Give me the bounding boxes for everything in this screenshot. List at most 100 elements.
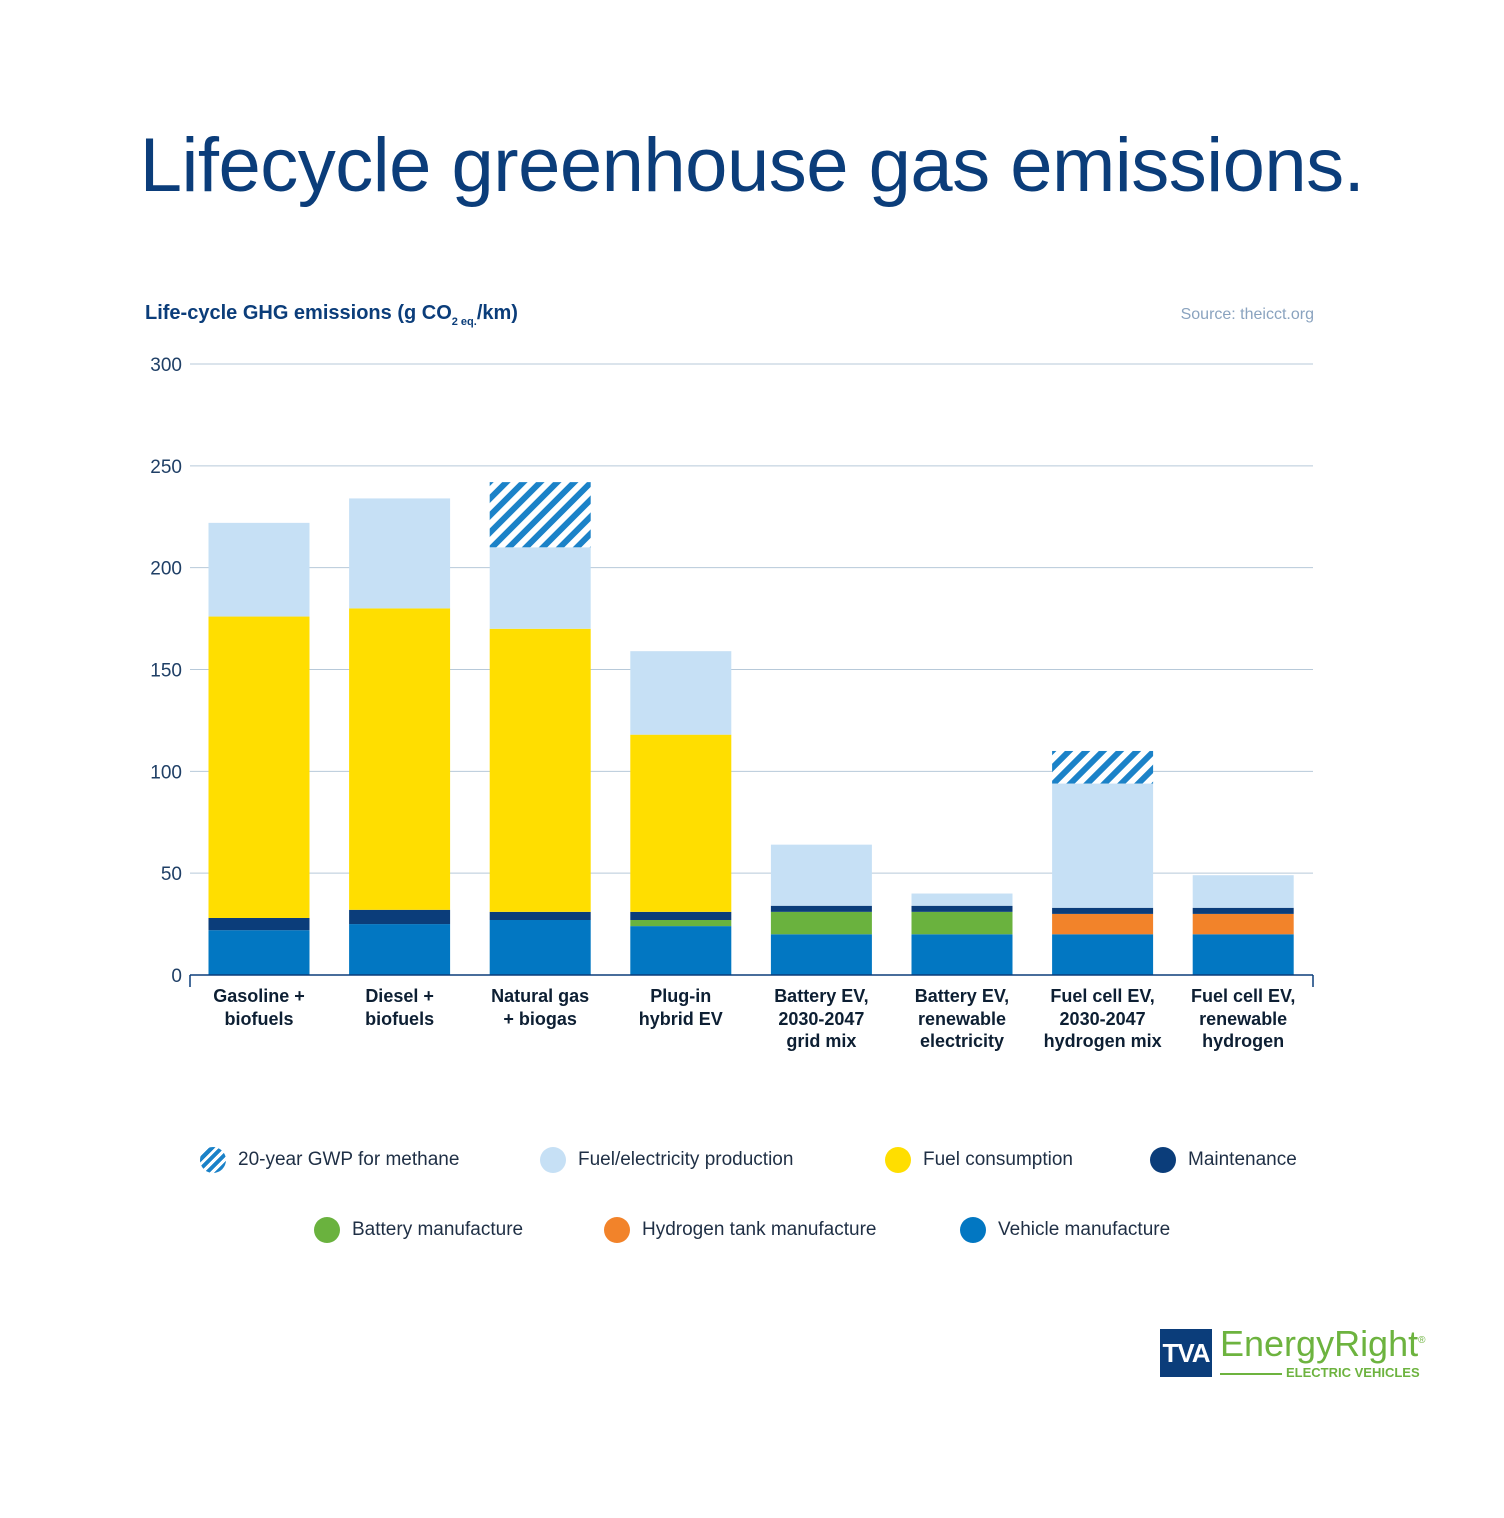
legend-swatch xyxy=(1150,1147,1176,1173)
bars xyxy=(208,482,1294,975)
y-tick-label: 100 xyxy=(150,762,182,783)
x-category-label-line: Diesel + xyxy=(365,986,434,1006)
bar-segment-maintenance xyxy=(349,909,451,925)
bar-segment-fuel-consumption xyxy=(349,608,451,910)
legend-label: Maintenance xyxy=(1188,1149,1297,1170)
bar-segment-fuel-production xyxy=(208,522,310,617)
x-category-label-line: hydrogen xyxy=(1202,1031,1285,1051)
x-category-label: Diesel + biofuels xyxy=(330,985,470,1030)
bar-segment-vehicle-manufacture xyxy=(770,934,872,975)
legend-swatch xyxy=(540,1147,566,1173)
bar-segment-fuel-consumption xyxy=(630,734,732,912)
legend-item-hydrogen-tank-manufacture: Hydrogen tank manufacture xyxy=(604,1217,876,1243)
bar-segment-battery-manufacture xyxy=(911,911,1013,935)
electric-vehicles-tagline: ELECTRIC VEHICLES xyxy=(1286,1365,1420,1380)
x-category-label: Plug-in hybrid EV xyxy=(611,985,751,1030)
bar-segment-fuel-consumption xyxy=(489,628,591,912)
y-axis-label-subscript: 2 eq. xyxy=(451,316,477,328)
legend-item-gwp-methane: 20-year GWP for methane xyxy=(200,1147,459,1173)
bar-segment-vehicle-manufacture xyxy=(911,934,1013,975)
x-category-label-line: Battery EV, xyxy=(774,986,869,1006)
x-category-label: Fuel cell EV, renewable hydrogen xyxy=(1173,985,1313,1053)
source-note: Source: theicct.org xyxy=(1180,306,1314,323)
logo-rule xyxy=(1220,1373,1282,1375)
bar-segment-vehicle-manufacture xyxy=(349,924,451,975)
legend-label: Fuel/electricity production xyxy=(578,1149,794,1170)
legend-item-vehicle-manufacture: Vehicle manufacture xyxy=(960,1217,1170,1243)
x-category-label-line: Battery EV, xyxy=(914,986,1010,1006)
y-tick-label: 250 xyxy=(150,457,182,478)
bar-segment-maintenance xyxy=(911,905,1013,912)
x-category-label-line: 2030-2047 xyxy=(778,1008,865,1029)
bar-segment-maintenance xyxy=(208,917,310,931)
legend-item-fuel-production: Fuel/electricity production xyxy=(540,1147,793,1173)
legend-label: Vehicle manufacture xyxy=(998,1219,1171,1240)
x-category-label-line: hybrid EV xyxy=(638,1008,723,1029)
x-category-label-line: Fuel cell EV, xyxy=(1050,986,1155,1006)
y-tick-label: 0 xyxy=(171,966,182,987)
bar-segment-vehicle-manufacture xyxy=(1192,934,1294,975)
chart-title: Lifecycle greenhouse gas emissions. xyxy=(139,123,1365,208)
bar-segment-battery-manufacture xyxy=(770,911,872,935)
bar-segment-maintenance xyxy=(489,911,591,921)
x-category-label-line: grid mix xyxy=(786,1031,857,1051)
legend-swatch xyxy=(200,1147,226,1173)
x-category-label: Battery EV, renewable electricity xyxy=(892,985,1032,1053)
bar-segment-maintenance xyxy=(770,905,872,912)
bar-segment-fuel-production xyxy=(489,547,591,629)
bar-segment-hydrogen-tank-manufacture xyxy=(1052,913,1154,935)
x-axis xyxy=(189,974,1314,987)
tva-logo: TVA xyxy=(1160,1329,1212,1377)
y-tick-label: 150 xyxy=(150,661,182,682)
x-category-label-line: Fuel cell EV, xyxy=(1190,986,1296,1006)
bar-segment-fuel-consumption xyxy=(208,616,310,918)
bar-segment-gwp-methane xyxy=(1052,750,1154,784)
legend-swatch xyxy=(885,1147,911,1173)
bar-segment-fuel-production xyxy=(770,844,872,906)
bar-segment-fuel-production xyxy=(911,893,1013,906)
bar-segment-maintenance xyxy=(1052,907,1154,914)
bar-segment-vehicle-manufacture xyxy=(208,930,310,975)
bar-segment-hydrogen-tank-manufacture xyxy=(1192,913,1294,935)
bar-segment-fuel-production xyxy=(1052,783,1154,908)
x-category-label-line: hydrogen mix xyxy=(1043,1031,1162,1051)
legend-item-maintenance: Maintenance xyxy=(1150,1147,1297,1173)
legend-swatch xyxy=(960,1217,986,1243)
x-category-label: Gasoline + biofuels xyxy=(189,985,329,1030)
legend-label: Hydrogen tank manufacture xyxy=(642,1219,877,1240)
x-category-label-line: renewable xyxy=(1199,1008,1288,1029)
bar-segment-fuel-production xyxy=(349,498,451,609)
y-tick-label: 200 xyxy=(150,559,182,580)
x-category-label: Natural gas + biogas xyxy=(470,985,610,1030)
legend-item-battery-manufacture: Battery manufacture xyxy=(314,1217,523,1243)
x-category-label: Battery EV, 2030-2047 grid mix xyxy=(751,985,891,1053)
energyright-brand: EnergyRight xyxy=(1220,1323,1419,1364)
bar-segment-maintenance xyxy=(630,911,732,921)
energyright-wordmark: EnergyRight® xyxy=(1220,1323,1425,1365)
bar-segment-vehicle-manufacture xyxy=(630,926,732,975)
registered-mark: ® xyxy=(1418,1335,1426,1346)
x-category-label-line: biofuels xyxy=(224,1008,294,1029)
x-category-label-line: renewable xyxy=(917,1008,1007,1029)
bar-segment-vehicle-manufacture xyxy=(489,920,591,975)
legend-label: Battery manufacture xyxy=(352,1219,524,1240)
bar-segment-gwp-methane xyxy=(489,482,591,548)
bar-segment-fuel-production xyxy=(1192,875,1294,908)
x-category-label-line: electricity xyxy=(919,1031,1005,1051)
bar-segment-maintenance xyxy=(1192,907,1294,914)
bar-segment-battery-manufacture xyxy=(630,920,732,927)
x-category-label-line: Gasoline + xyxy=(213,986,305,1006)
x-category-label-line: 2030-2047 xyxy=(1059,1008,1146,1029)
bar-segment-vehicle-manufacture xyxy=(1052,934,1154,975)
legend-swatch xyxy=(314,1217,340,1243)
y-axis-ticks: 0 50 100 150 200 250 300 xyxy=(150,355,182,987)
y-axis-label-main: Life-cycle GHG emissions (g CO xyxy=(145,302,452,324)
legend-label: Fuel consumption xyxy=(923,1149,1073,1170)
x-category-label: Fuel cell EV, 2030-2047 hydrogen mix xyxy=(1033,985,1173,1053)
bar-segment-fuel-production xyxy=(630,651,732,735)
y-axis-label: Life-cycle GHG emissions (g CO2 eq./km) xyxy=(145,302,518,328)
y-axis-label-end: /km) xyxy=(476,302,518,324)
x-category-label-line: biofuels xyxy=(365,1008,435,1029)
legend-label: 20-year GWP for methane xyxy=(238,1149,460,1170)
x-category-label-line: + biogas xyxy=(503,1008,577,1029)
